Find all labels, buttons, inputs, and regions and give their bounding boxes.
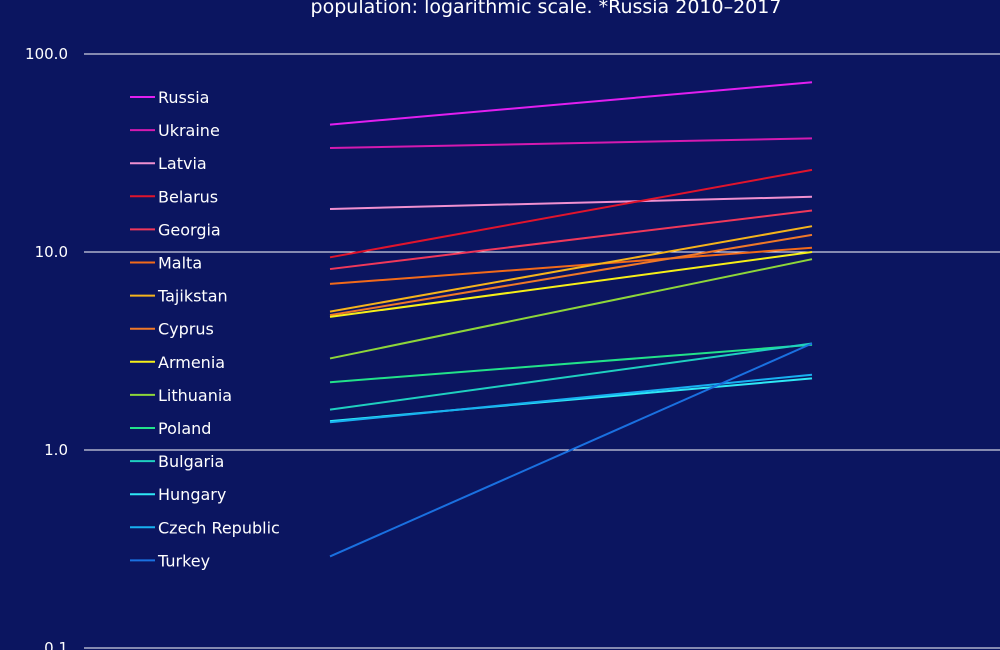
legend-label: Malta <box>158 254 202 273</box>
legend-label: Czech Republic <box>158 518 280 537</box>
series-line <box>329 342 813 411</box>
y-tick-label: 0.1 <box>44 639 68 650</box>
y-axis-ticks: 0.1 1.0 10.0 100.0 <box>25 45 90 650</box>
series-line <box>329 195 813 210</box>
series-line <box>329 343 813 384</box>
legend-label: Hungary <box>158 485 226 504</box>
legend-label: Latvia <box>158 154 207 173</box>
legend-label: Cyprus <box>158 320 214 339</box>
legend-label: Tajikstan <box>157 287 228 306</box>
series-line <box>329 81 813 126</box>
legend-label: Lithuania <box>158 386 232 405</box>
legend-label: Armenia <box>158 353 225 372</box>
y-tick-label: 1.0 <box>44 441 68 459</box>
series-line <box>329 251 813 318</box>
legend-label: Ukraine <box>158 121 220 140</box>
legend-label: Bulgaria <box>158 452 224 471</box>
series-line <box>329 342 813 558</box>
chart-title: population: logarithmic scale. *Russia 2… <box>311 0 782 18</box>
y-tick-label: 100.0 <box>25 45 68 63</box>
legend-label: Russia <box>158 88 209 107</box>
series-line <box>329 373 813 424</box>
series-lines <box>329 81 813 558</box>
series-line <box>329 246 813 285</box>
series-line <box>329 233 813 317</box>
legend-label: Turkey <box>157 551 210 570</box>
series-line <box>329 137 813 150</box>
legend-label: Georgia <box>158 220 221 239</box>
legend: Russia Ukraine Latvia Belarus Georgia Malta Ta… <box>130 88 280 570</box>
series-line <box>329 258 813 360</box>
series-line <box>329 168 813 259</box>
series-line <box>329 209 813 271</box>
y-tick-label: 10.0 <box>35 243 68 261</box>
legend-label: Belarus <box>158 187 218 206</box>
grid <box>90 53 1000 649</box>
series-line <box>329 225 813 313</box>
legend-label: Poland <box>158 419 211 438</box>
